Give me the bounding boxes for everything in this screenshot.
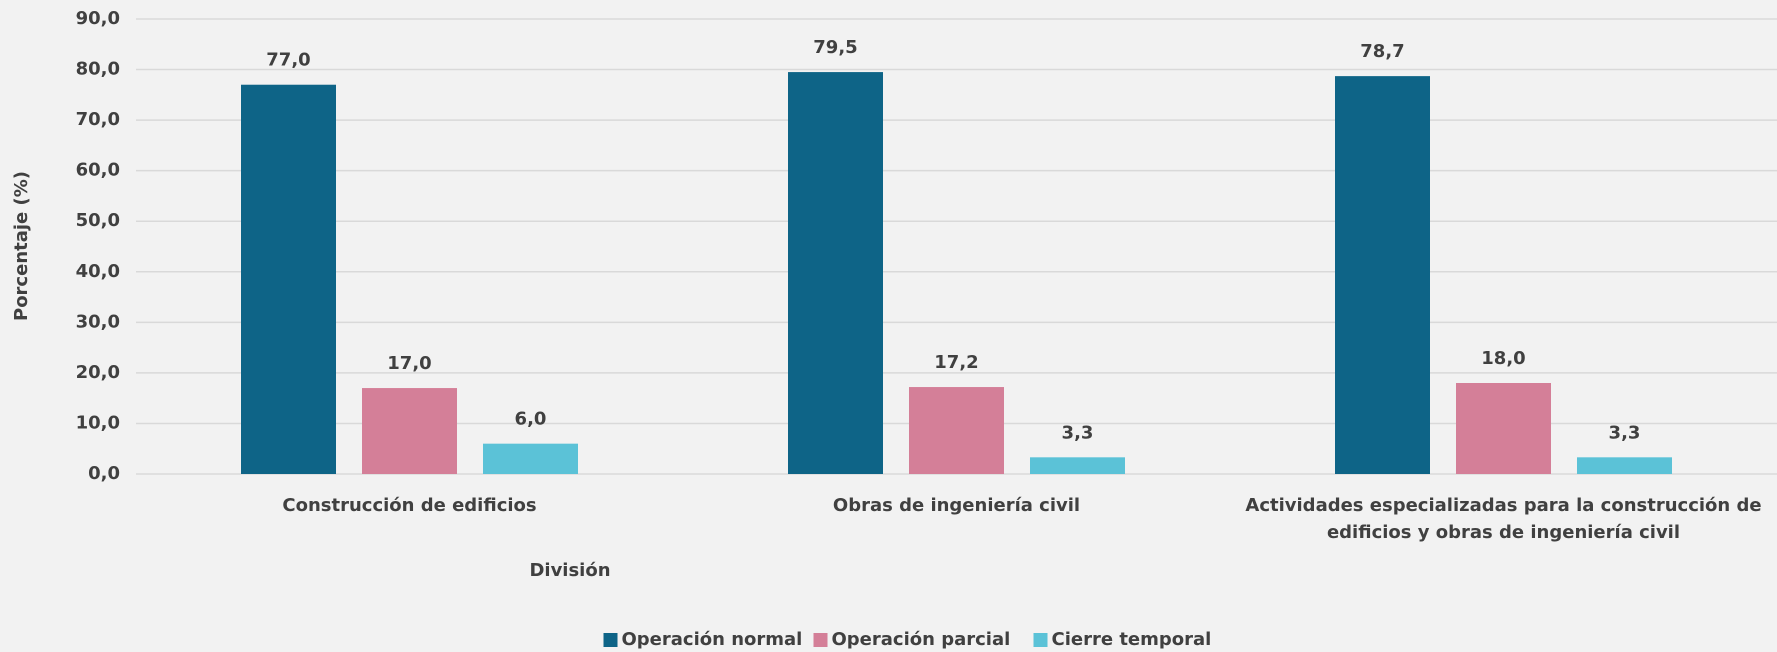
x-axis-title: División [529,560,610,581]
legend-swatch [603,633,618,647]
legend-swatch [1033,633,1048,647]
data-label: 17,2 [934,352,978,373]
y-tick-label: 20,0 [76,362,120,383]
data-label: 78,7 [1360,41,1404,62]
bar [909,387,1004,474]
bar [1577,457,1672,474]
y-tick-label: 10,0 [76,412,120,433]
y-tick-label: 0,0 [88,463,120,484]
x-tick-label: Actividades especializadas para la const… [1245,495,1762,543]
legend-label: Cierre temporal [1052,629,1212,650]
y-tick-label: 30,0 [76,311,120,332]
y-tick-label: 90,0 [76,8,120,29]
data-label: 17,0 [387,353,431,374]
x-tick-label: Obras de ingeniería civil [832,495,1081,516]
data-label: 3,3 [1062,422,1094,443]
y-tick-label: 70,0 [76,109,120,130]
data-label: 18,0 [1481,348,1525,369]
legend-swatch [813,633,828,647]
legend-label: Operación parcial [832,629,1011,650]
y-tick-label: 60,0 [76,160,120,181]
x-tick-label: Construcción de edificios [282,495,537,516]
y-tick-label: 40,0 [76,261,120,282]
bar [362,388,457,474]
bar [1456,383,1551,474]
y-tick-label: 80,0 [76,59,120,80]
bar [1335,76,1430,474]
data-label: 6,0 [515,409,547,430]
y-tick-label: 50,0 [76,210,120,231]
data-label: 79,5 [813,37,857,58]
y-axis-title: Porcentaje (%) [11,171,32,321]
bar [788,72,883,474]
bar [241,84,336,474]
data-label: 3,3 [1609,422,1641,443]
data-label: 77,0 [266,50,310,71]
legend-label: Operación normal [622,629,803,650]
bar [1030,457,1125,474]
bar [483,443,578,474]
